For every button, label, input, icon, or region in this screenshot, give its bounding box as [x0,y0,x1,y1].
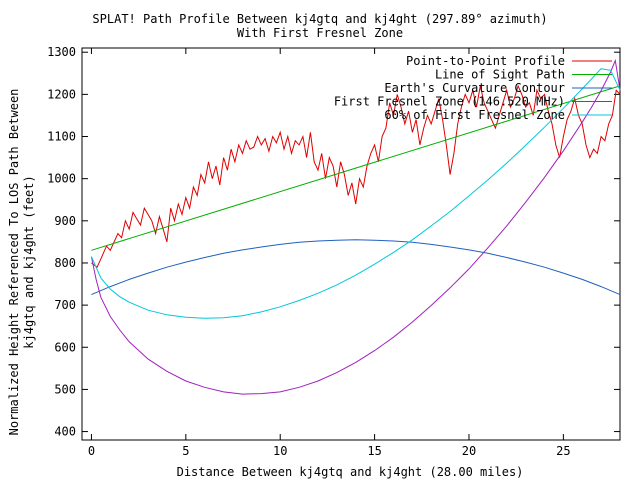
y-tick-label: 800 [54,256,76,270]
x-axis-label: Distance Between kj4gtq and kj4ght (28.0… [176,465,524,479]
y-tick-label: 1000 [47,172,76,186]
x-tick-label: 25 [556,444,570,458]
series-line-2 [91,239,621,296]
series-group [90,58,621,395]
y-tick-label: 600 [54,340,76,354]
y-tick-label: 1300 [47,45,76,59]
chart-subtitle: With First Fresnel Zone [236,26,404,40]
legend-label-1: Line of Sight Path [435,68,565,82]
axis-ticks: 0 5 10 15 20 25 400 500 600 700 800 900 1000 1100 1200… [47,45,620,458]
series-line-1 [91,85,621,251]
x-tick-label: 20 [462,444,476,458]
plot-frame [81,47,621,441]
y-tick-label: 700 [54,298,76,312]
y-axis-label-line2: kj4gtq and kj4ght (feet) [22,175,36,349]
x-tick-label: 10 [273,444,287,458]
x-tick-label: 0 [88,444,95,458]
chart-title: SPLAT! Path Profile Between kj4gtq and k… [92,12,548,26]
legend-label-3: First Fresnel Zone (146.520 MHz) [334,95,565,109]
x-tick-label: 15 [367,444,381,458]
y-tick-label: 1200 [47,87,76,101]
y-tick-label: 1100 [47,130,76,144]
x-tick-label: 5 [182,444,189,458]
series-line-3 [90,58,621,395]
series-line-4 [90,68,621,319]
y-tick-label: 900 [54,214,76,228]
legend-label-2: Earth's Curvature Contour [384,81,565,95]
y-axis-label-line1: Normalized Height Referenced To LOS Path… [7,88,21,436]
plot-border [81,47,621,441]
legend-label-0: Point-to-Point Profile [406,54,565,68]
y-tick-label: 500 [54,382,76,396]
y-tick-label: 400 [54,425,76,439]
legend-label-4: 60% of First Fresnel Zone [384,108,565,122]
